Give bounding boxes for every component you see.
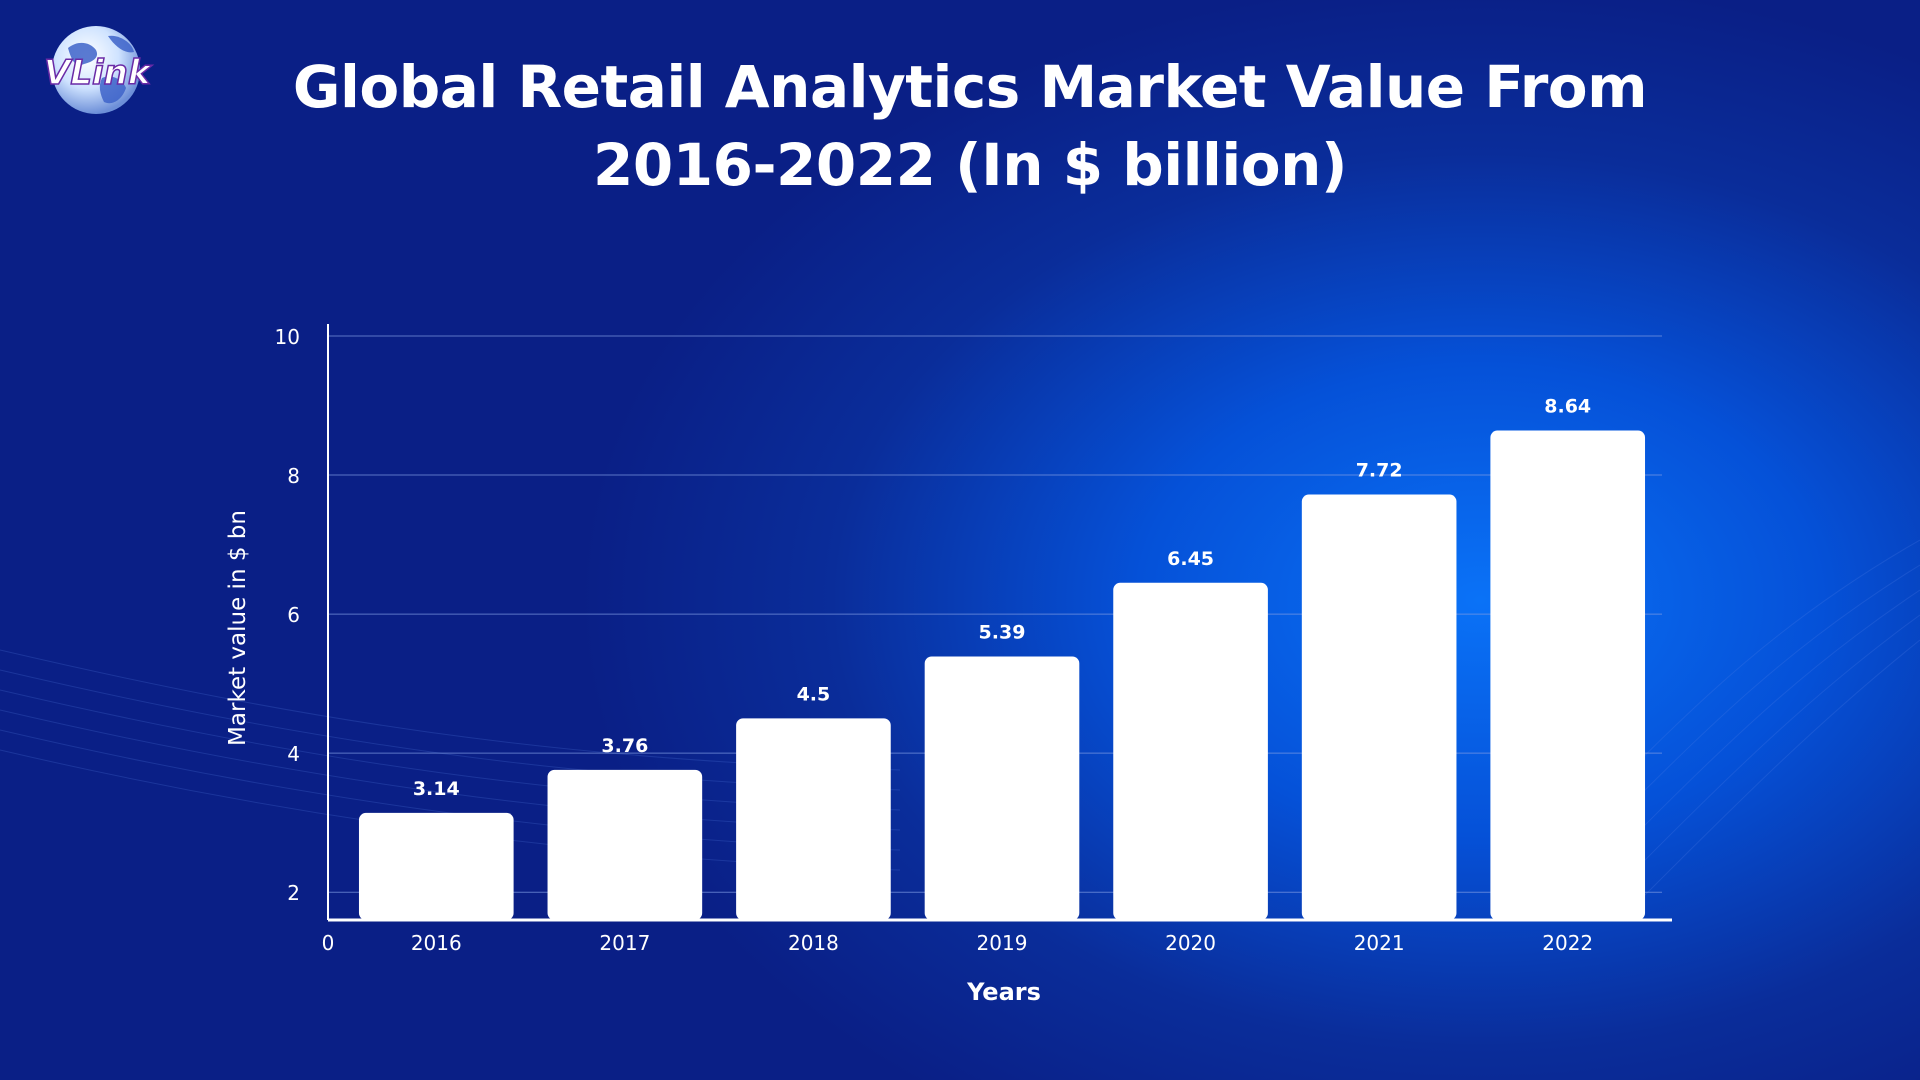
y-tick-label: 4 [287,742,300,766]
y-tick-label: 8 [287,464,300,488]
data-label: 5.39 [979,622,1026,644]
x-tick-label: 2019 [977,931,1028,955]
x-tick-label: 2020 [1165,931,1216,955]
bar-2016 [358,812,514,920]
y-tick-label: 2 [287,881,300,905]
globe-logo-icon: VLink [43,26,154,114]
bar-2017 [547,769,703,920]
y-axis-label: Market value in $ bn [225,510,251,746]
y-tick-label: 10 [275,325,300,349]
chart-title: Global Retail Analytics Market Value Fro… [280,48,1660,204]
x-tick-label: 2022 [1542,931,1593,955]
data-label: 3.14 [413,778,460,800]
chart-title-line-1: Global Retail Analytics Market Value Fro… [292,53,1648,121]
bar-2018 [736,718,891,920]
x-tick-label: 2018 [788,931,839,955]
bar-2022 [1490,430,1646,920]
vlink-logo: VLink [38,18,168,118]
chart-title-line-2: 2016-2022 (In $ billion) [593,131,1347,199]
x-tick-label: 2016 [411,931,462,955]
x-axis-label: Years [966,978,1041,1006]
data-label: 7.72 [1356,460,1403,482]
tick-labels: 2 4 6 8 10 0 2016 2017 2018 2019 2020 2021 2022 [275,325,1594,955]
logo-text: VLink [44,53,153,93]
data-label: 4.5 [797,683,831,705]
data-label: 6.45 [1167,548,1214,570]
x-origin-label: 0 [322,931,335,955]
data-label: 8.64 [1544,396,1591,418]
axes [327,324,1672,922]
bars [358,430,1646,920]
y-tick-label: 6 [287,603,300,627]
bar-2019 [924,656,1080,920]
x-tick-label: 2021 [1354,931,1405,955]
data-labels: 3.14 3.76 4.5 5.39 6.45 7.72 8.64 [413,396,1591,800]
bar-2021 [1301,494,1457,920]
x-tick-label: 2017 [599,931,650,955]
data-label: 3.76 [601,735,648,757]
bar-2020 [1113,582,1268,920]
